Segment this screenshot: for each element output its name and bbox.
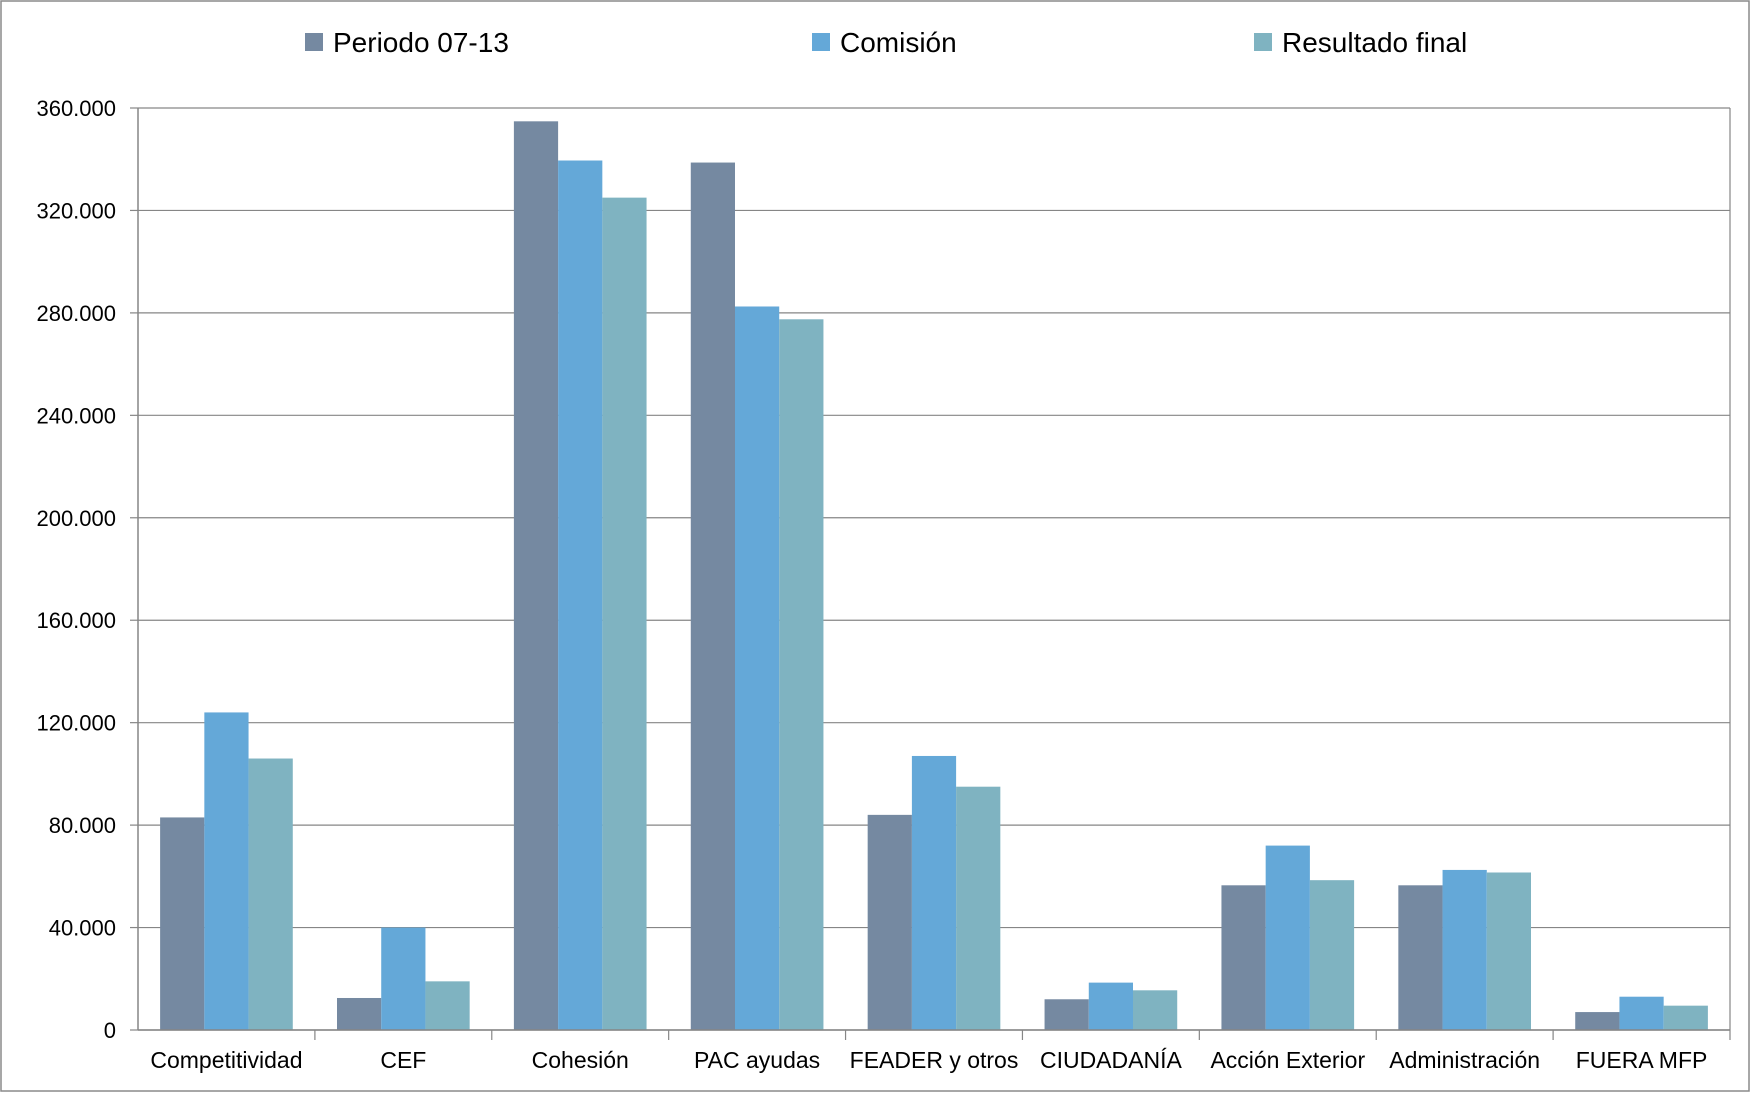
bar-1-1 xyxy=(160,817,205,1030)
axes xyxy=(137,108,1731,1031)
bar-1-2 xyxy=(337,997,382,1030)
bar-3-8 xyxy=(1486,872,1531,1030)
x-axis-ticks: Competitividad CEF Cohesión PAC ayudas FEADE… xyxy=(150,1030,1731,1073)
y-tick-label: 360.000 xyxy=(36,96,116,121)
x-tick-label: Competitividad xyxy=(150,1047,302,1073)
bar-2-4 xyxy=(735,306,780,1031)
bar-3-4 xyxy=(779,319,824,1031)
bar-2-1 xyxy=(204,712,249,1030)
legend-swatch-1 xyxy=(305,33,323,51)
y-tick-label: 240.000 xyxy=(36,403,116,428)
y-tick-label: 80.000 xyxy=(49,813,116,838)
legend-label-2: Comisión xyxy=(840,27,957,58)
bar-1-3 xyxy=(513,121,559,1031)
bar-3-7 xyxy=(1309,880,1355,1030)
bar-1-6 xyxy=(1044,999,1089,1030)
y-axis-ticks: 0 40.000 80.000 120.000 160.000 200.000 240.00… xyxy=(36,96,138,1043)
bar-3-6 xyxy=(1133,990,1178,1030)
legend-swatch-3 xyxy=(1254,33,1272,51)
x-tick-label: CIUDADANÍA xyxy=(1040,1047,1183,1073)
y-tick-label: 280.000 xyxy=(36,301,116,326)
bar-1-9 xyxy=(1575,1012,1620,1030)
y-tick-label: 120.000 xyxy=(36,711,116,736)
bar-2-2 xyxy=(381,927,426,1030)
x-tick-label: CEF xyxy=(380,1047,426,1073)
legend-label-3: Resultado final xyxy=(1282,27,1467,58)
bar-2-5 xyxy=(911,755,957,1030)
y-tick-label: 160.000 xyxy=(36,608,116,633)
y-tick-label: 320.000 xyxy=(36,198,116,223)
bar-2-3 xyxy=(558,160,603,1030)
y-tick-label: 200.000 xyxy=(36,506,116,531)
bar-1-5 xyxy=(867,814,912,1030)
bar-3-9 xyxy=(1663,1005,1708,1030)
bar-3-2 xyxy=(425,981,470,1030)
x-tick-label: FUERA MFP xyxy=(1576,1047,1708,1073)
bar-2-9 xyxy=(1619,996,1664,1030)
bar-3-1 xyxy=(248,758,293,1030)
bar-1-8 xyxy=(1398,885,1443,1030)
bar-2-8 xyxy=(1442,869,1487,1030)
x-tick-label: Acción Exterior xyxy=(1210,1047,1365,1073)
bar-1-4 xyxy=(690,162,735,1031)
x-tick-label: FEADER y otros xyxy=(850,1047,1019,1073)
bar-3-5 xyxy=(956,786,1001,1030)
y-tick-label: 0 xyxy=(104,1018,116,1043)
bar-1-7 xyxy=(1221,885,1266,1030)
x-tick-label: PAC ayudas xyxy=(694,1047,820,1073)
bar-2-6 xyxy=(1088,982,1133,1030)
bar-2-7 xyxy=(1265,845,1310,1030)
legend-label-1: Periodo 07-13 xyxy=(333,27,509,58)
bars xyxy=(160,121,1708,1031)
x-tick-label: Cohesión xyxy=(532,1047,629,1073)
x-tick-label: Administración xyxy=(1389,1047,1540,1073)
legend: Periodo 07-13 Comisión Resultado final xyxy=(305,27,1467,58)
legend-swatch-2 xyxy=(812,33,830,51)
y-tick-label: 40.000 xyxy=(49,916,116,941)
bar-3-3 xyxy=(602,197,647,1030)
